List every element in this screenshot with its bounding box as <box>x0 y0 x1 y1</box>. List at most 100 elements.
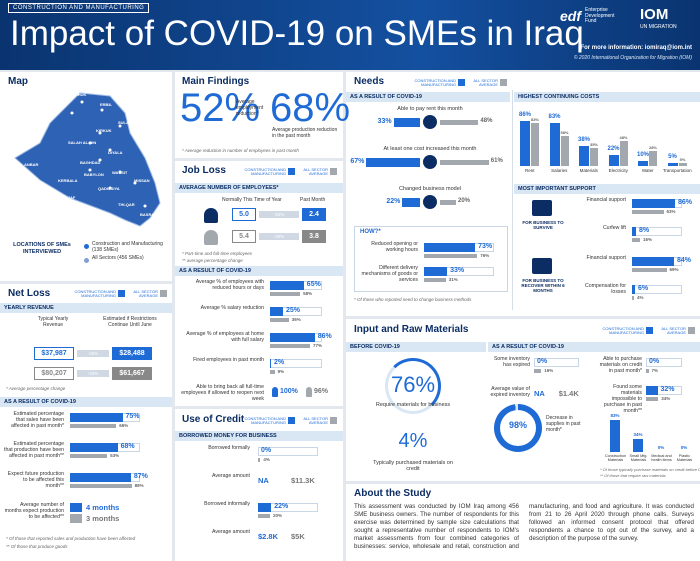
value-label: 0% <box>537 358 548 365</box>
subtitle: AS A RESULT OF COVID-19 <box>346 92 510 102</box>
value-label: 0% <box>680 445 688 450</box>
subtitle: HIGHEST CONTINUING COSTS <box>514 92 700 102</box>
value-label: 25% <box>286 307 301 314</box>
section-title: About the Study <box>354 488 432 499</box>
item-label: Curfew lift <box>602 225 626 231</box>
city-label: ERBIL <box>100 102 112 107</box>
city-label: ANBAR <box>24 162 39 167</box>
value-label: 86% <box>518 112 531 119</box>
item-label: Estimated percentage that production hav… <box>4 441 64 459</box>
donut-caption: Decrease in supplies in past month* <box>546 415 581 433</box>
city-label: QADISSIYA <box>98 186 120 191</box>
more-info: For more information: iomiraq@iom.int <box>580 45 692 51</box>
category-label: Water <box>641 168 654 173</box>
bar <box>440 160 489 165</box>
category-label: Salaries <box>551 168 568 173</box>
value-label: 16% <box>544 368 554 373</box>
value-label: 76% <box>480 253 490 258</box>
column <box>608 154 619 166</box>
need-icon <box>423 195 437 209</box>
how-box <box>354 226 508 292</box>
value-label: 33% <box>377 118 392 125</box>
arc <box>385 358 441 414</box>
value-box: 2.4 <box>302 208 326 221</box>
note: * Part-time and full-time employees <box>182 251 253 256</box>
note: * Average percentage change <box>6 386 66 391</box>
legend-swatch <box>330 417 337 424</box>
value-label: 86% <box>317 333 332 340</box>
value-label: NA <box>534 389 545 398</box>
section-title: Main Findings <box>182 76 250 87</box>
section-title: Map <box>8 76 28 87</box>
header-tag: CONSTRUCTION AND MANUFACTURING <box>8 3 150 13</box>
bar <box>632 199 675 208</box>
logo-text: Enterprise Development Fund <box>585 7 615 24</box>
value-label: 83% <box>548 113 561 120</box>
value-box: 5.0 <box>232 208 256 221</box>
subtitle: AS A RESULT OF COVID-19 <box>488 342 700 352</box>
value-label: 35% <box>589 141 598 147</box>
value-label: 9% <box>277 369 285 374</box>
bar <box>393 118 420 127</box>
column <box>560 135 569 166</box>
change-arrow: -52% <box>259 211 299 218</box>
item-label: Average % of employees with reduced hour… <box>195 279 264 291</box>
legend-swatch <box>288 168 295 175</box>
legend-dot <box>84 244 89 249</box>
item-label: Require materials for business <box>375 402 451 408</box>
legend-swatch <box>646 327 653 334</box>
item-label: Average amount <box>212 473 250 479</box>
group-label: FOR BUSINESS TO RECOVER WITHIN 6 MONTHS <box>521 278 565 294</box>
city-label: KIRKUK <box>96 128 112 133</box>
value-label: 16% <box>643 237 653 242</box>
city-label: NINEWA <box>38 113 54 118</box>
person-icon <box>272 387 278 397</box>
subtitle: AS A RESULT OF COVID-19 <box>0 397 172 407</box>
city-label: KERBALA <box>58 178 78 183</box>
support-icon <box>532 258 552 274</box>
column <box>633 439 643 452</box>
value-label: 77% <box>313 343 323 348</box>
value-label: 66% <box>119 423 129 428</box>
bar <box>632 210 664 214</box>
big-number: 52% <box>180 86 261 130</box>
value-label: 31% <box>448 277 458 282</box>
value-box: 3.8 <box>302 230 326 243</box>
logo: edf <box>560 8 581 24</box>
section-title: Use of Credit <box>182 414 245 425</box>
value-label: 22% <box>386 198 401 205</box>
column-header: Normally This Time of Year <box>222 197 282 203</box>
calendar-icon <box>70 514 82 523</box>
bar <box>646 386 658 395</box>
map-legend-title: LOCATIONS OF SMEs INTERVIEWED <box>13 242 71 255</box>
item-label: Able to pay rent this month <box>397 106 463 112</box>
item-label: Compensation for losses <box>585 283 626 295</box>
value-label: 4% <box>637 295 644 300</box>
bar <box>632 257 674 266</box>
subtitle: AVERAGE NUMBER OF EMPLOYEES* <box>175 183 343 193</box>
category-label: Electricity <box>608 168 628 173</box>
bar <box>424 278 446 282</box>
value-label: 84% <box>677 257 692 264</box>
subtitle: YEARLY REVENUE <box>0 303 172 313</box>
category-label: Materials <box>579 168 598 173</box>
bar <box>70 413 123 422</box>
column-header: Estimated if Restrictions Continue Until… <box>103 316 157 328</box>
bar <box>424 254 478 258</box>
value-label: 58% <box>303 291 313 296</box>
value-label: $11.3K <box>291 476 315 485</box>
item-label: Able to purchase materials on credit in … <box>599 356 642 374</box>
bar-track <box>534 358 579 367</box>
bar <box>70 484 132 488</box>
bar <box>646 369 649 373</box>
donut-hole <box>500 410 536 446</box>
value-label: 4% <box>263 457 270 462</box>
value-label: 8% <box>639 227 650 234</box>
value-label: $1.4K <box>558 389 579 398</box>
category-label: Small Mfg. Materials <box>629 454 648 463</box>
bar <box>270 318 289 322</box>
value-label: 69% <box>669 267 679 272</box>
value-box: $28,488 <box>112 347 152 360</box>
change-arrow: -30% <box>259 233 299 240</box>
